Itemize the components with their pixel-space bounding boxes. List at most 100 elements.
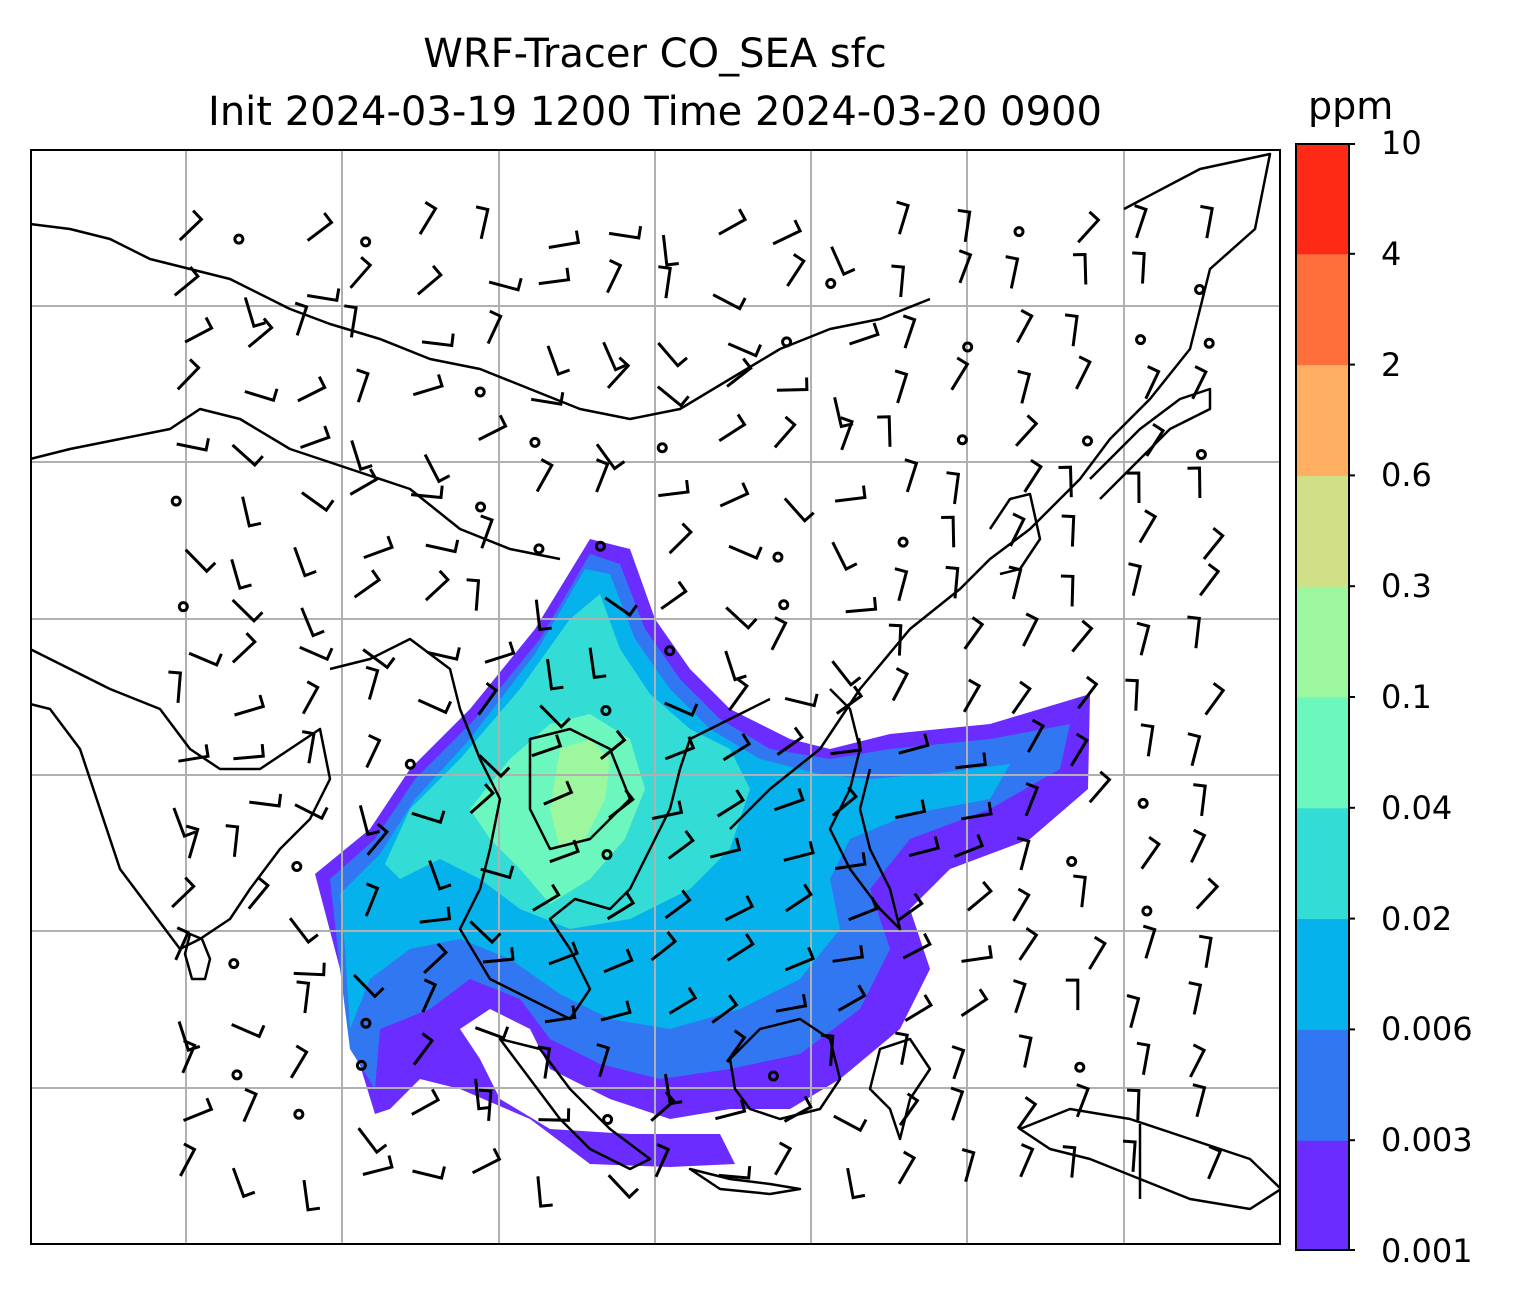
wind-barb — [362, 648, 396, 670]
colorbar-tick-label: 0.3 — [1381, 567, 1432, 606]
wind-barb — [1189, 1043, 1207, 1078]
wind-barb — [718, 413, 747, 443]
wind-barb — [352, 973, 385, 999]
wind-barb — [535, 458, 554, 493]
wind-barb — [419, 906, 452, 924]
wind-barb — [478, 414, 508, 441]
wind-barb — [1064, 313, 1079, 347]
wind-barb — [667, 830, 695, 860]
tracer-layer-0.1 — [550, 739, 610, 849]
wind-barb — [846, 1167, 866, 1200]
wind-barb — [466, 578, 481, 611]
wind-barb — [668, 522, 694, 555]
wind-barb — [534, 599, 552, 632]
wind-barb — [418, 201, 438, 235]
wind-barb — [531, 734, 563, 758]
wind-barb — [1140, 835, 1161, 870]
wind-barb — [294, 803, 329, 821]
wind-barb — [785, 883, 813, 913]
wind-barb — [536, 1176, 553, 1208]
wind-barb — [830, 246, 856, 277]
wind-barb — [297, 376, 327, 403]
wind-barb — [902, 932, 932, 960]
map-coastlines — [30, 152, 1281, 1211]
coastline-japan — [1089, 387, 1212, 500]
wind-barb — [606, 356, 631, 389]
wind-barb — [718, 208, 748, 236]
wind-barb — [349, 468, 379, 496]
wind-barb — [416, 264, 443, 296]
wind-barb — [831, 786, 859, 817]
calm-wind-circle — [529, 436, 541, 448]
wind-barb — [1188, 981, 1203, 1015]
calm-wind-circle — [601, 849, 613, 861]
wind-barb — [549, 839, 580, 864]
wind-barb — [544, 1005, 577, 1024]
wind-barb — [244, 388, 279, 403]
wind-barb — [288, 917, 319, 945]
wind-barb — [231, 632, 257, 664]
wind-barb — [961, 945, 993, 963]
wind-barb — [366, 822, 390, 856]
wind-barb — [412, 1166, 446, 1180]
wind-barb — [421, 333, 455, 348]
wind-barb — [1065, 978, 1080, 1011]
wind-barb — [599, 729, 627, 760]
wind-barb — [530, 392, 565, 406]
wind-barb — [480, 514, 494, 549]
calm-wind-circle — [360, 236, 372, 248]
wind-barb — [350, 440, 373, 472]
wind-barb — [650, 1091, 676, 1122]
wind-barb — [1199, 563, 1221, 597]
wind-barb — [230, 558, 252, 591]
wind-barb — [231, 1023, 266, 1039]
wind-barb — [957, 208, 972, 243]
calm-wind-circle — [231, 1069, 243, 1081]
coastline-indian-subcontinent — [30, 647, 332, 951]
map-panel — [30, 149, 1281, 1245]
wind-barb — [837, 984, 867, 1012]
wind-barb — [171, 876, 196, 909]
wind-barb — [1088, 770, 1112, 804]
wind-barb — [951, 1045, 966, 1080]
wind-barb — [891, 264, 906, 298]
wind-barb — [294, 301, 309, 336]
wind-barb — [898, 1092, 920, 1126]
wind-barb — [1016, 308, 1034, 344]
wind-barb — [1016, 836, 1031, 871]
wind-barb — [423, 942, 449, 974]
wind-barbs — [168, 200, 1226, 1212]
wind-barb — [168, 670, 183, 704]
wind-barb — [365, 733, 382, 769]
map-gridlines — [30, 149, 1281, 1245]
wind-barb — [1071, 619, 1094, 653]
wind-barb — [424, 569, 451, 602]
wind-barb — [1008, 565, 1023, 600]
wind-barb — [484, 641, 516, 664]
calm-wind-circle — [781, 336, 793, 348]
wind-barb — [1187, 466, 1202, 499]
wind-barb — [608, 788, 635, 819]
wind-barb — [784, 946, 816, 972]
calm-wind-circle — [228, 958, 240, 970]
wind-barb — [225, 824, 240, 857]
colorbar-segment-1 — [1295, 1029, 1349, 1141]
wind-barb — [423, 453, 451, 484]
calm-wind-circle — [1203, 337, 1215, 349]
wind-barb — [538, 1108, 571, 1122]
wind-barb — [1125, 678, 1139, 711]
wind-barb — [1014, 414, 1039, 447]
coastline-east-asia — [729, 152, 1272, 830]
wind-barb — [243, 297, 266, 329]
wind-barb — [776, 726, 805, 756]
wind-barb — [231, 443, 264, 468]
coastline-sri-lanka — [183, 932, 212, 981]
wind-barb — [661, 234, 679, 267]
calm-wind-circle — [825, 277, 837, 289]
wind-barb — [656, 385, 690, 408]
wind-barb — [651, 800, 684, 821]
wind-barb — [427, 647, 461, 661]
wind-barb — [658, 479, 690, 498]
wind-barb — [537, 1045, 552, 1079]
wind-barb — [894, 799, 927, 820]
